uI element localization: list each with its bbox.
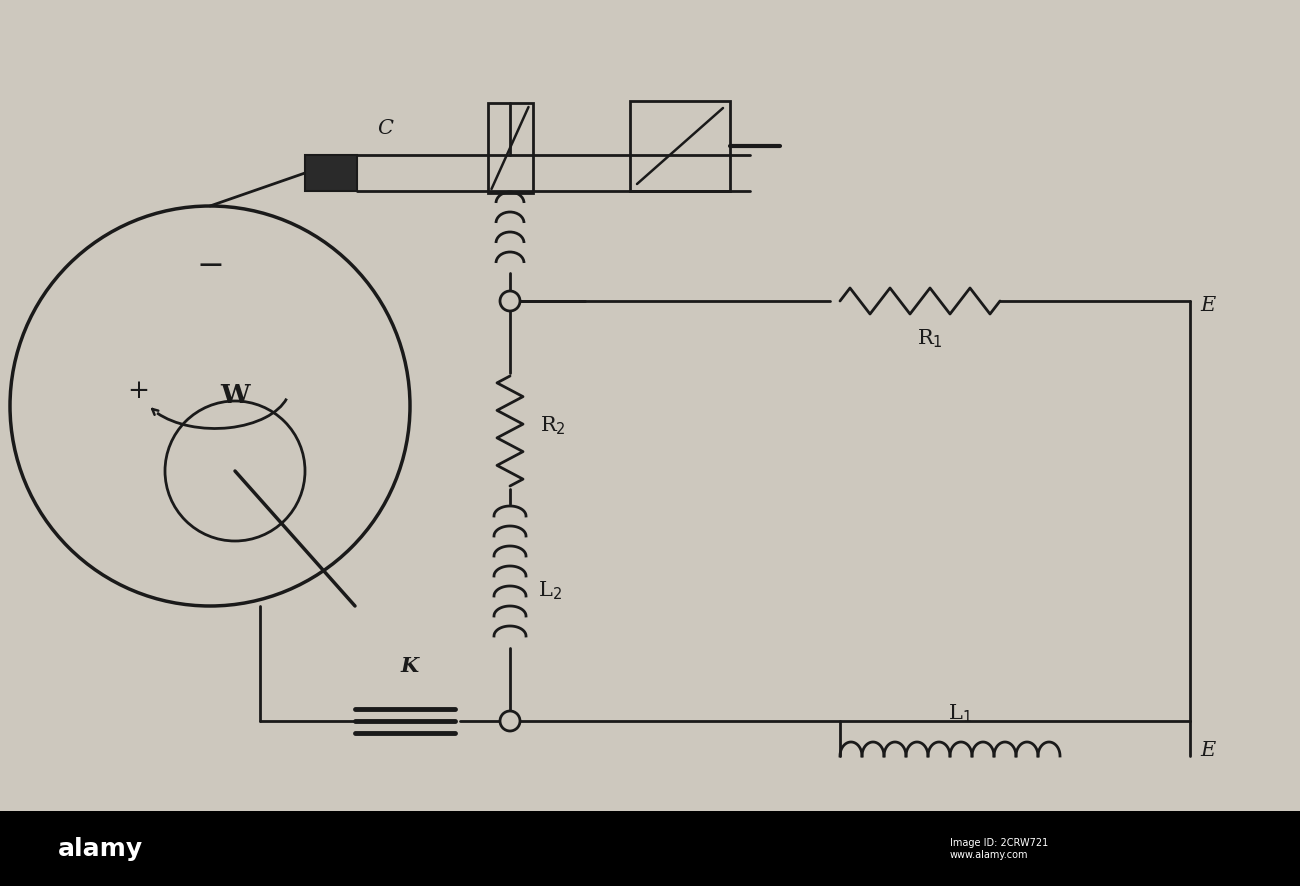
Text: R$_1$: R$_1$ (916, 328, 942, 350)
Text: E: E (1200, 742, 1216, 760)
Text: E: E (1200, 297, 1216, 315)
Text: K: K (400, 656, 419, 676)
Bar (630, 101, 731, 191)
Bar (0, 811, 1300, 886)
Text: C: C (377, 119, 393, 138)
Text: alamy: alamy (57, 837, 143, 861)
Text: L$_2$: L$_2$ (538, 579, 562, 602)
Bar (306, 155, 358, 191)
Text: +: + (127, 378, 150, 403)
Text: W: W (220, 384, 250, 408)
Bar (488, 103, 533, 193)
Circle shape (500, 291, 520, 311)
Text: Image ID: 2CRW721
www.alamy.com: Image ID: 2CRW721 www.alamy.com (950, 838, 1048, 859)
Text: R$_2$: R$_2$ (540, 415, 566, 438)
Text: L$_1$: L$_1$ (948, 703, 972, 726)
Text: −: − (196, 250, 224, 282)
Circle shape (500, 711, 520, 731)
